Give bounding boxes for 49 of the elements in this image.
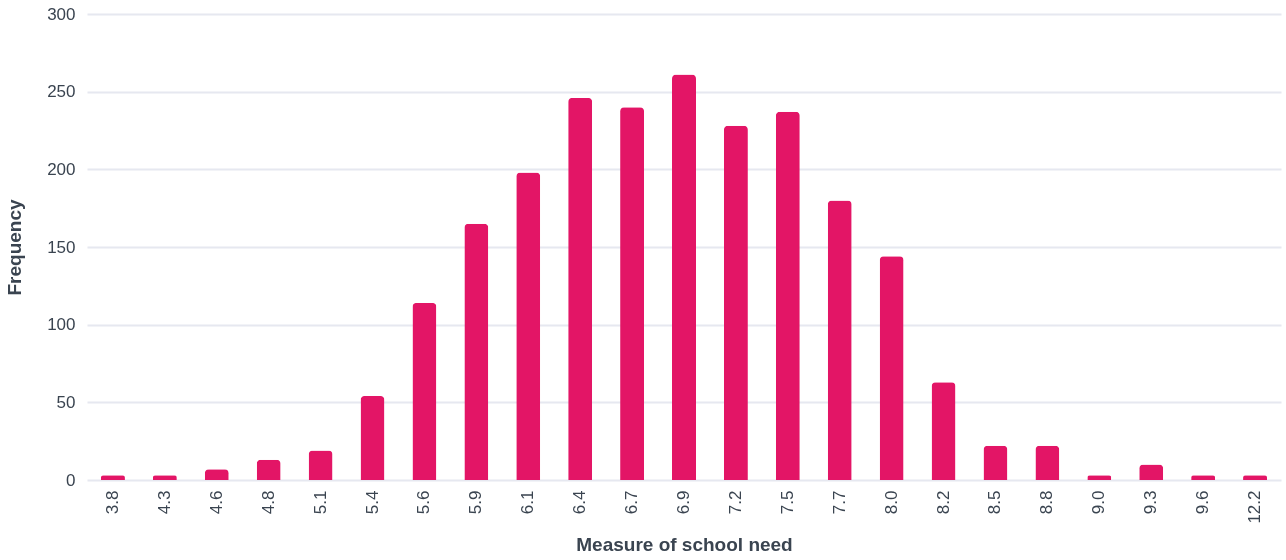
- bar: [931, 382, 956, 480]
- x-tick-label: 5.1: [310, 490, 330, 515]
- bar: [308, 450, 333, 480]
- y-tick-label: 250: [47, 82, 76, 102]
- x-tick-label: 4.8: [258, 490, 278, 515]
- bar: [256, 459, 281, 480]
- x-tick-label: 7.7: [829, 490, 849, 515]
- x-tick-label: 4.3: [154, 490, 174, 515]
- bar: [1139, 464, 1164, 480]
- x-tick-label: 9.3: [1141, 490, 1161, 515]
- x-tick-label: 3.8: [102, 490, 122, 515]
- x-tick-label: 5.4: [362, 490, 382, 515]
- bar: [516, 172, 541, 480]
- bar: [568, 97, 593, 480]
- bar: [827, 200, 852, 480]
- bar: [775, 111, 800, 480]
- y-tick-label: 0: [66, 470, 76, 490]
- x-tick-label: 6.9: [674, 490, 693, 515]
- bar: [983, 445, 1008, 480]
- x-tick-label: 6.4: [570, 490, 590, 515]
- y-tick-label: 100: [47, 315, 76, 335]
- x-tick-label: 7.2: [725, 490, 745, 515]
- bar: [672, 74, 696, 480]
- y-tick-label: 50: [56, 392, 76, 412]
- x-tick-label: 8.0: [881, 490, 901, 515]
- bar: [723, 125, 748, 480]
- x-tick-label: 5.6: [414, 490, 434, 515]
- x-tick-label: 4.6: [206, 490, 226, 515]
- x-tick-label: 6.1: [518, 490, 538, 515]
- x-tick-label: 6.7: [622, 490, 642, 515]
- y-tick-label: 200: [47, 159, 76, 179]
- y-tick-label: 300: [47, 4, 76, 24]
- bar: [1035, 445, 1060, 480]
- y-axis-title: Frequency: [4, 199, 26, 296]
- bar: [879, 256, 904, 480]
- x-axis-title: Measure of school need: [576, 533, 793, 555]
- x-tick-label: 8.5: [985, 490, 1005, 515]
- bar: [412, 302, 437, 480]
- x-tick-label: 12.2: [1245, 490, 1265, 524]
- x-tick-label: 8.2: [933, 490, 953, 515]
- bar: [464, 223, 489, 480]
- x-tick-label: 5.9: [466, 490, 486, 515]
- x-tick-label: 9.0: [1089, 490, 1109, 515]
- x-tick-label: 7.5: [777, 490, 797, 515]
- x-tick-label: 9.6: [1193, 490, 1213, 515]
- x-tick-label: 8.8: [1037, 490, 1057, 515]
- y-tick-label: 150: [47, 237, 76, 257]
- bar: [620, 107, 645, 480]
- bar: [360, 396, 385, 480]
